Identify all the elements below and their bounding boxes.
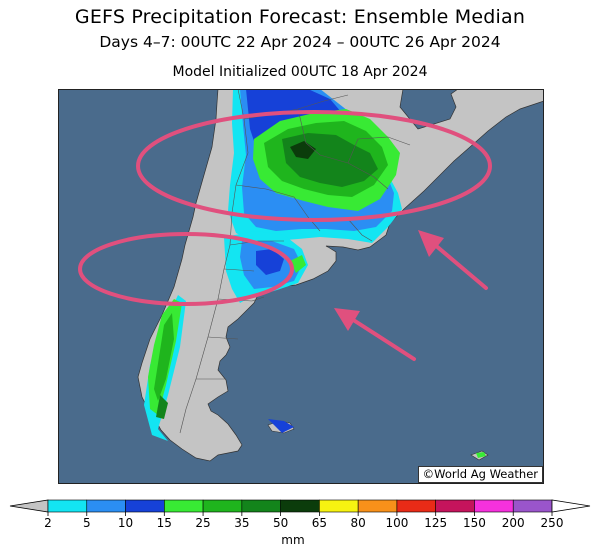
colorbar-label: 100 — [385, 516, 408, 530]
title: GEFS Precipitation Forecast: Ensemble Me… — [74, 6, 526, 28]
init-time: Model Initialized 00UTC 18 Apr 2024 — [172, 64, 428, 80]
colorbar-label: 125 — [424, 516, 447, 530]
highlight-ellipse-north — [136, 110, 492, 222]
colorbar-label: 25 — [195, 516, 210, 530]
colorbar-label: 250 — [541, 516, 564, 530]
precipitation-shading — [144, 89, 486, 458]
colorbar-unit: mm — [281, 533, 304, 547]
colorbar-label: 150 — [463, 516, 486, 530]
colorbar-bin — [280, 499, 320, 513]
colorbar-label: 200 — [502, 516, 525, 530]
colorbar-under-arrow — [9, 499, 49, 513]
colorbar-bin — [86, 499, 126, 513]
colorbar-label: 10 — [118, 516, 133, 530]
colorbar-over-arrow — [551, 499, 591, 513]
arrow-north-shaft — [426, 237, 488, 290]
subtitle: Days 4–7: 00UTC 22 Apr 2024 – 00UTC 26 A… — [99, 33, 501, 51]
colorbar-bin — [357, 499, 398, 513]
colorbar-bin — [396, 499, 436, 513]
annotations — [78, 110, 492, 361]
colorbar-label: 35 — [234, 516, 249, 530]
colorbar-bin — [202, 499, 243, 513]
arrow-north-head — [418, 230, 444, 257]
colorbar-bin — [164, 499, 204, 513]
colorbar-label: 2 — [44, 516, 52, 530]
colorbar-label: 65 — [312, 516, 327, 530]
colorbar-bin — [241, 499, 281, 513]
highlight-ellipse-south — [78, 232, 294, 306]
colorbar-bin — [125, 499, 165, 513]
arrow-south-head — [334, 308, 360, 331]
colorbar-label: 5 — [83, 516, 91, 530]
precipitation-map: ©World Ag Weather — [58, 89, 544, 484]
arrowheads — [334, 230, 444, 331]
colorbar-bin — [474, 499, 514, 513]
colorbar-label: 50 — [273, 516, 288, 530]
colorbar-label: 15 — [157, 516, 172, 530]
colorbar: 2 5 10 15 25 35 50 65 80 100 125 150 200 250 mm — [9, 499, 591, 547]
arrow-south-shaft — [342, 312, 416, 361]
colorbar-bin — [319, 499, 359, 513]
colorbar-label: 80 — [351, 516, 366, 530]
credit-label: ©World Ag Weather — [417, 466, 543, 483]
colorbar-bin — [47, 499, 88, 513]
colorbar-bin — [512, 499, 553, 513]
colorbar-bin — [435, 499, 475, 513]
